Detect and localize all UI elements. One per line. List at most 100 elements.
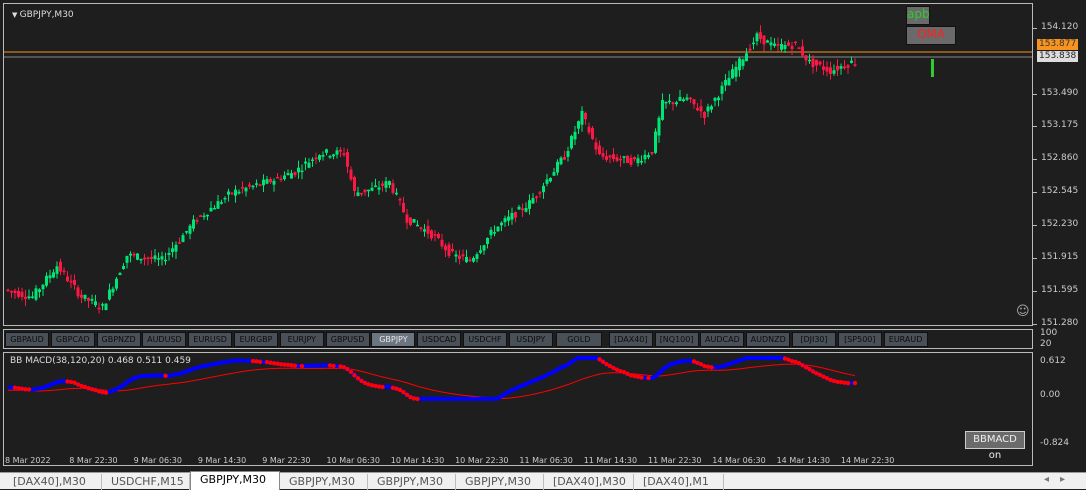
time-tick: 9 Mar 06:30 xyxy=(133,456,182,465)
candle xyxy=(741,59,745,66)
apb-indicator-label[interactable]: apb xyxy=(906,6,930,25)
candle xyxy=(55,266,59,274)
candle xyxy=(825,66,829,72)
chart-tab[interactable]: GBPJPY,M30 xyxy=(280,474,368,490)
candle xyxy=(776,44,780,46)
candle xyxy=(391,183,395,193)
candle xyxy=(104,303,108,311)
candle xyxy=(811,58,815,68)
candle xyxy=(80,294,83,298)
symbol-button-audusd[interactable]: AUDUSD xyxy=(142,332,187,347)
symbol-button-dji30[interactable]: [DJI30] xyxy=(792,332,836,347)
macd-down-dot xyxy=(705,364,711,369)
macd-down-dot xyxy=(362,380,368,386)
time-tick: 11 Mar 14:30 xyxy=(583,456,638,465)
candle xyxy=(430,230,433,239)
time-tick: 14 Mar 14:30 xyxy=(776,456,831,465)
price-tick-mark xyxy=(1033,224,1037,226)
candle xyxy=(699,106,703,112)
macd-panel[interactable]: BB MACD(38,120,20) 0.468 0.511 0.459 xyxy=(3,352,1033,466)
chart-tab[interactable]: USDCHF,M15 xyxy=(102,474,190,490)
tab-scroll-left[interactable]: ◂ xyxy=(1044,474,1050,485)
symbol-button-gold[interactable]: GOLD xyxy=(555,332,602,347)
candle xyxy=(846,65,850,68)
macd-down-dot xyxy=(289,362,294,368)
symbol-button-gbpcad[interactable]: GBPCAD xyxy=(50,332,95,347)
bbmacd-toggle-button[interactable]: BBMACD on xyxy=(965,431,1025,461)
symbol-button-gbpusd[interactable]: GBPUSD xyxy=(325,332,370,347)
candle xyxy=(468,259,472,262)
symbol-button-audnzd[interactable]: AUDNZD xyxy=(746,332,791,347)
symbol-button-euraud[interactable]: EURAUD xyxy=(883,332,928,347)
candle xyxy=(489,229,493,236)
price-chart[interactable]: ▼ GBPJPY,M30 apb OMA ☺ xyxy=(3,3,1033,326)
button-scale-bottom: 20 xyxy=(1040,339,1052,349)
symbol-button-usdcad[interactable]: USDCAD xyxy=(417,332,462,347)
candle xyxy=(783,44,787,49)
candle xyxy=(843,66,846,69)
macd-down-dot xyxy=(838,379,844,385)
symbol-button-sp500[interactable]: [SP500] xyxy=(837,332,882,347)
tab-scroll-right[interactable]: ▸ xyxy=(1060,474,1066,485)
candle xyxy=(734,66,738,77)
symbol-button-usdchf[interactable]: USDCHF xyxy=(463,332,507,347)
macd-down-dot xyxy=(604,361,609,367)
candle xyxy=(73,279,76,285)
collapse-icon[interactable]: ▼ xyxy=(12,11,20,19)
symbol-button-audcad[interactable]: AUDCAD xyxy=(700,332,745,347)
candle xyxy=(125,255,129,263)
symbol-button-dax40[interactable]: [DAX40] xyxy=(608,332,653,347)
candle xyxy=(731,69,734,79)
candle xyxy=(818,61,822,65)
candle xyxy=(608,155,612,158)
macd-down-dot xyxy=(824,376,830,381)
oma-indicator-label[interactable]: OMA xyxy=(906,26,956,45)
candle xyxy=(752,42,755,45)
macd-down-dot xyxy=(72,380,77,385)
chart-tab[interactable]: GBPJPY,M30 xyxy=(456,474,544,490)
chart-tab[interactable]: GBPJPY,M30 xyxy=(368,474,456,490)
macd-down-dot xyxy=(807,367,812,372)
symbol-button-gbpaud[interactable]: GBPAUD xyxy=(5,332,49,347)
price-tick-mark xyxy=(1033,291,1037,293)
candle xyxy=(132,253,136,256)
candle xyxy=(83,294,87,299)
candle xyxy=(223,197,227,200)
macd-down-dot xyxy=(373,383,378,389)
chart-tab[interactable]: GBPJPY,M30 xyxy=(190,471,280,490)
chart-tab[interactable]: [DAX40],M30 xyxy=(4,474,102,490)
chart-tab[interactable]: [DAX40],M1 xyxy=(634,474,724,490)
symbol-button-eurgbp[interactable]: EURGBP xyxy=(234,332,278,347)
macd-down-dot xyxy=(348,369,354,375)
symbol-button-gbpnzd[interactable]: GBPNZD xyxy=(96,332,141,347)
candle xyxy=(839,66,843,69)
symbol-button-eurusd[interactable]: EURUSD xyxy=(188,332,233,347)
candle xyxy=(146,257,150,260)
candle xyxy=(150,256,153,259)
symbol-button-usdjpy[interactable]: USDJPY xyxy=(508,332,553,347)
candle xyxy=(216,201,220,209)
bid-price-label: 153.838 xyxy=(1037,51,1079,62)
candle xyxy=(472,257,475,262)
candle xyxy=(745,53,748,62)
macd-down-dot xyxy=(275,361,280,366)
candle xyxy=(398,198,402,201)
macd-down-dot xyxy=(394,386,399,391)
candle xyxy=(598,145,601,155)
smiley-icon: ☺ xyxy=(1016,304,1030,319)
candle xyxy=(213,207,216,210)
symbol-button-gbpjpy[interactable]: GBPJPY xyxy=(371,332,416,347)
candle xyxy=(671,102,675,105)
macd-down-dot xyxy=(12,385,18,390)
candle xyxy=(335,150,339,155)
candle xyxy=(412,218,416,223)
ask-price-label: 153.877 xyxy=(1037,39,1079,50)
candle xyxy=(503,218,507,223)
macd-down-dot xyxy=(264,359,270,365)
chart-tab[interactable]: [DAX40],M30 xyxy=(544,474,634,490)
candle xyxy=(248,184,251,187)
macd-down-dot xyxy=(75,382,81,387)
symbol-button-eurjpy[interactable]: EURJPY xyxy=(279,332,324,347)
macd-down-dot xyxy=(800,362,805,368)
symbol-button-nq100[interactable]: [NQ100] xyxy=(654,332,699,347)
